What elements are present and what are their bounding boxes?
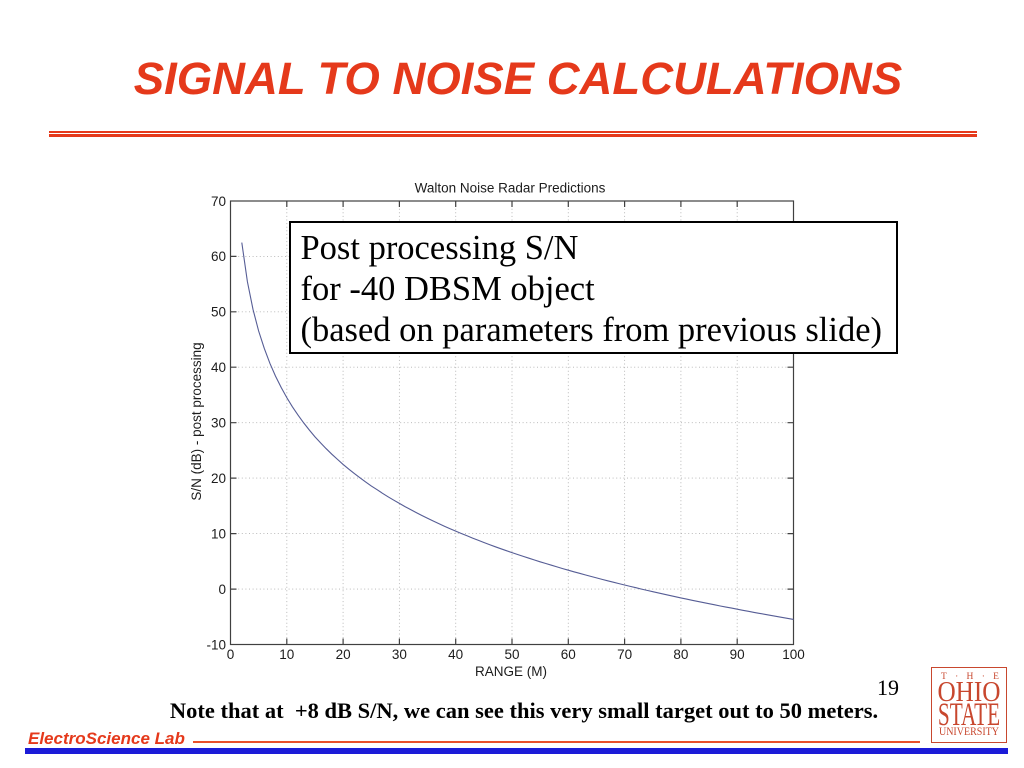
svg-text:100: 100 (782, 647, 805, 662)
svg-text:40: 40 (211, 360, 226, 375)
svg-text:10: 10 (211, 526, 226, 541)
svg-text:0: 0 (227, 647, 235, 662)
svg-text:50: 50 (504, 647, 519, 662)
svg-text:RANGE (M): RANGE (M) (475, 664, 547, 679)
svg-text:70: 70 (211, 194, 226, 209)
svg-text:-10: -10 (206, 637, 226, 652)
svg-text:Walton Noise Radar Predictions: Walton Noise Radar Predictions (415, 181, 606, 196)
svg-text:30: 30 (211, 416, 226, 431)
svg-text:50: 50 (211, 305, 226, 320)
svg-text:30: 30 (392, 647, 407, 662)
svg-text:0: 0 (218, 582, 226, 597)
svg-text:90: 90 (730, 647, 745, 662)
svg-text:70: 70 (617, 647, 632, 662)
svg-text:40: 40 (448, 647, 463, 662)
svg-text:20: 20 (336, 647, 351, 662)
svg-text:60: 60 (211, 249, 226, 264)
svg-text:20: 20 (211, 471, 226, 486)
svg-text:60: 60 (561, 647, 576, 662)
svg-text:10: 10 (279, 647, 294, 662)
svg-text:S/N (dB) - post processing: S/N (dB) - post processing (189, 342, 204, 500)
svg-text:80: 80 (673, 647, 688, 662)
